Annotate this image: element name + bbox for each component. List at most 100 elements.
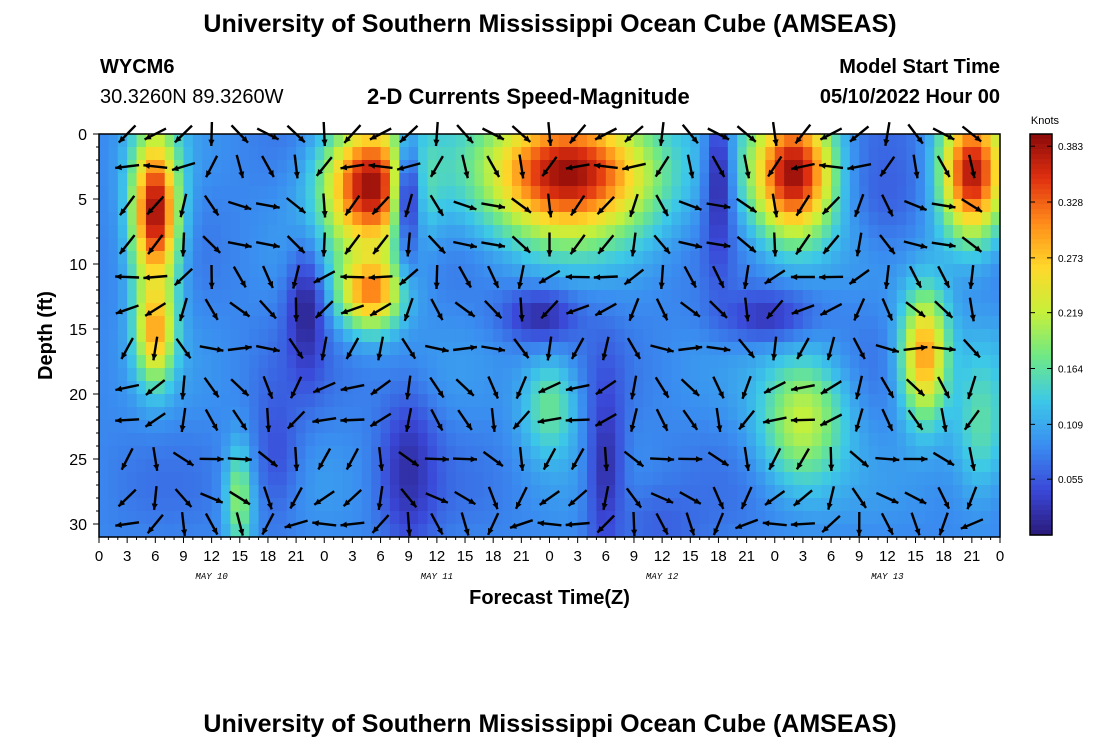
- heatmap-cell: [99, 212, 109, 226]
- heatmap-cell: [333, 381, 344, 395]
- heatmap-cell: [755, 134, 766, 148]
- vector-head: [772, 210, 779, 218]
- heatmap-cell: [521, 303, 532, 317]
- heatmap-cell: [615, 147, 626, 161]
- heatmap-cell: [343, 498, 354, 512]
- current-vector: [764, 490, 786, 506]
- heatmap-cell: [211, 277, 222, 291]
- heatmap-cell: [296, 511, 307, 525]
- vector-head: [271, 133, 279, 140]
- heatmap-cell: [117, 446, 128, 460]
- heatmap-cell: [530, 303, 541, 317]
- heatmap-cell: [953, 394, 964, 408]
- heatmap-cell: [127, 264, 138, 278]
- heatmap-cell: [145, 420, 156, 434]
- heatmap-cell: [465, 368, 476, 382]
- heatmap-cell: [99, 368, 109, 382]
- heatmap-cell: [230, 355, 241, 369]
- heatmap-cell: [145, 368, 156, 382]
- heatmap-cell: [314, 212, 325, 226]
- heatmap-cell: [849, 303, 860, 317]
- heatmap-cell: [155, 459, 166, 473]
- heatmap-cell: [399, 368, 410, 382]
- current-vector: [820, 380, 842, 395]
- heatmap-cell: [709, 420, 720, 434]
- station-id: WYCM6: [100, 56, 175, 78]
- heatmap-cell: [953, 446, 964, 460]
- current-vector: [115, 417, 140, 424]
- heatmap-cell: [812, 524, 823, 538]
- vector-head: [943, 391, 950, 399]
- heatmap-cell: [296, 524, 307, 538]
- heatmap-cell: [361, 290, 372, 304]
- heatmap-cell: [915, 147, 926, 161]
- heatmap-cell: [558, 277, 569, 291]
- vector-head: [855, 392, 861, 400]
- heatmap-cell: [333, 433, 344, 447]
- heatmap-cell: [305, 394, 316, 408]
- heatmap-cell: [305, 303, 316, 317]
- heatmap-cell: [596, 147, 607, 161]
- heatmap-cell: [296, 316, 307, 330]
- heatmap-cell: [446, 498, 457, 512]
- heatmap-cell: [361, 186, 372, 200]
- current-vector: [490, 407, 497, 433]
- heatmap-cell: [399, 238, 410, 252]
- vector-head: [467, 310, 475, 317]
- heatmap-cell: [859, 290, 870, 304]
- heatmap-cell: [737, 342, 748, 356]
- colorbar-segment: [1030, 374, 1052, 381]
- heatmap-cell: [981, 498, 992, 512]
- heatmap-cell: [258, 472, 269, 486]
- current-vector: [405, 232, 412, 257]
- heatmap-cell: [896, 238, 907, 252]
- current-vector: [903, 199, 928, 212]
- heatmap-cell: [709, 316, 720, 330]
- vector-head: [118, 499, 126, 507]
- current-vector: [967, 375, 977, 400]
- current-vector: [855, 232, 863, 257]
- colorbar-tick-label: 0.164: [1058, 365, 1083, 376]
- heatmap-cell: [511, 173, 522, 187]
- heatmap-cell: [465, 199, 476, 213]
- heatmap-cell: [202, 498, 213, 512]
- heatmap-cell: [690, 498, 701, 512]
- heatmap-cell: [333, 329, 344, 343]
- heatmap-cell: [493, 160, 504, 174]
- heatmap-cell: [249, 342, 260, 356]
- colorbar-segment: [1030, 279, 1052, 285]
- heatmap-cell: [296, 160, 307, 174]
- heatmap-cell: [305, 316, 316, 330]
- heatmap-cell: [324, 472, 335, 486]
- heatmap-cell: [267, 511, 278, 525]
- heatmap-cell: [249, 264, 260, 278]
- colorbar-segment: [1030, 229, 1052, 235]
- heatmap-cell: [352, 329, 363, 343]
- vector-head: [917, 389, 925, 396]
- heatmap-cell: [174, 303, 185, 317]
- heatmap-cell: [746, 433, 757, 447]
- colorbar-segment: [1030, 224, 1052, 230]
- heatmap-cell: [633, 251, 644, 265]
- heatmap-cell: [389, 355, 400, 369]
- heatmap-cell: [483, 407, 494, 421]
- heatmap-cell: [502, 459, 513, 473]
- current-vector: [565, 417, 590, 424]
- heatmap-cell: [521, 290, 532, 304]
- heatmap-cell: [915, 485, 926, 499]
- vector-head: [406, 529, 413, 536]
- current-vector: [430, 298, 444, 321]
- heatmap-cell: [108, 316, 119, 330]
- heatmap-cell: [277, 381, 288, 395]
- vector-head: [735, 523, 743, 529]
- heatmap-cell: [277, 498, 288, 512]
- heatmap-cell: [831, 459, 842, 473]
- heatmap-cell: [577, 238, 588, 252]
- heatmap-cell: [558, 342, 569, 356]
- heatmap-cell: [737, 238, 748, 252]
- heatmap-cell: [812, 238, 823, 252]
- heatmap-cell: [652, 381, 663, 395]
- heatmap-cell: [493, 264, 504, 278]
- heatmap-cell: [192, 342, 203, 356]
- heatmap-cell: [202, 485, 213, 499]
